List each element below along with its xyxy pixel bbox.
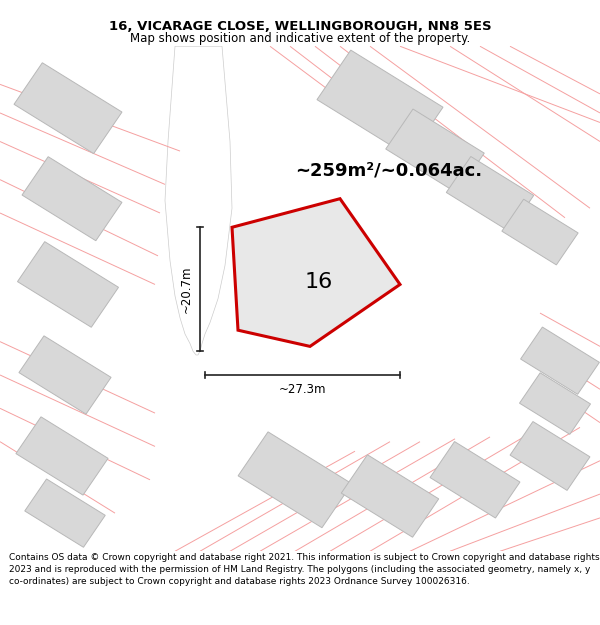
Polygon shape <box>317 50 443 157</box>
Text: Contains OS data © Crown copyright and database right 2021. This information is : Contains OS data © Crown copyright and d… <box>9 553 599 586</box>
Text: Map shows position and indicative extent of the property.: Map shows position and indicative extent… <box>130 32 470 45</box>
Text: ~20.7m: ~20.7m <box>179 266 193 313</box>
Polygon shape <box>14 62 122 154</box>
Polygon shape <box>16 417 108 495</box>
Text: ~27.3m: ~27.3m <box>279 382 326 396</box>
Polygon shape <box>521 327 599 394</box>
Polygon shape <box>386 109 484 193</box>
Text: 16: 16 <box>305 272 333 292</box>
Polygon shape <box>341 455 439 538</box>
Text: 16, VICARAGE CLOSE, WELLINGBOROUGH, NN8 5ES: 16, VICARAGE CLOSE, WELLINGBOROUGH, NN8 … <box>109 21 491 33</box>
Polygon shape <box>502 199 578 265</box>
Polygon shape <box>446 156 534 231</box>
Polygon shape <box>17 242 119 328</box>
Polygon shape <box>238 432 352 528</box>
Polygon shape <box>520 372 590 434</box>
Polygon shape <box>25 479 105 548</box>
Text: ~259m²/~0.064ac.: ~259m²/~0.064ac. <box>295 161 482 179</box>
Polygon shape <box>19 336 111 414</box>
Polygon shape <box>232 199 400 346</box>
Polygon shape <box>510 421 590 491</box>
Polygon shape <box>22 157 122 241</box>
Polygon shape <box>430 442 520 518</box>
Polygon shape <box>165 46 232 355</box>
